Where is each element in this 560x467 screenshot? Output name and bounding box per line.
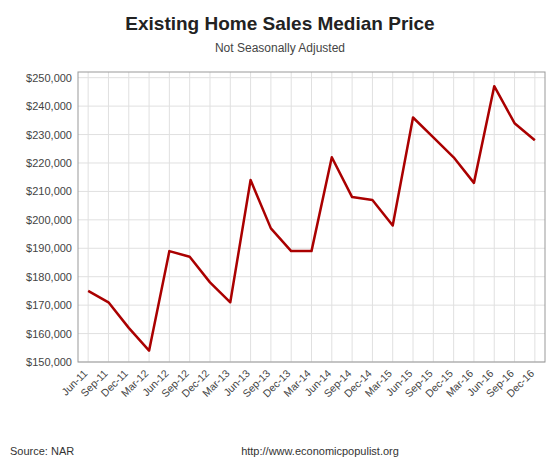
x-grid-line: [149, 72, 150, 362]
y-tick-label: $160,000: [26, 328, 72, 340]
source: Source: NAR: [10, 445, 74, 457]
x-grid-line: [128, 72, 129, 362]
y-tick-label: $230,000: [26, 129, 72, 141]
url: http://www.economicpopulist.org: [241, 445, 399, 457]
y-tick-label: $240,000: [26, 100, 72, 112]
x-grid-line: [433, 72, 434, 362]
y-tick-label: $180,000: [26, 271, 72, 283]
y-tick-label: $250,000: [26, 72, 72, 84]
x-grid-line: [291, 72, 292, 362]
x-grid-line: [230, 72, 231, 362]
x-grid-line: [534, 72, 535, 362]
x-grid-line: [514, 72, 515, 362]
x-grid-line: [331, 72, 332, 362]
x-grid-line: [88, 72, 89, 362]
y-tick-label: $150,000: [26, 356, 72, 368]
plot-area: [88, 86, 535, 350]
x-grid-line: [189, 72, 190, 362]
x-grid-line: [413, 72, 414, 362]
y-tick-label: $200,000: [26, 214, 72, 226]
title: Existing Home Sales Median Price: [125, 13, 434, 34]
x-grid-line: [209, 72, 210, 362]
x-tick-label: Dec-16: [504, 367, 537, 400]
x-grid-line: [169, 72, 170, 362]
line: [88, 86, 535, 350]
subtitle: Not Seasonally Adjusted: [215, 41, 345, 55]
y-tick-label: $170,000: [26, 299, 72, 311]
x-grid-line: [352, 72, 353, 362]
x-grid-line: [453, 72, 454, 362]
chart: Existing Home Sales Median Price Not Seas…: [0, 0, 560, 467]
plot-frame: [78, 72, 545, 362]
y-tick-label: $210,000: [26, 185, 72, 197]
x-grid-line: [250, 72, 251, 362]
x-grid-line: [372, 72, 373, 362]
x-grid-line: [270, 72, 271, 362]
x-grid-line: [473, 72, 474, 362]
y-tick-label: $190,000: [26, 242, 72, 254]
y-tick-label: $220,000: [26, 157, 72, 169]
x-grid-line: [494, 72, 495, 362]
x-grid-line: [311, 72, 312, 362]
x-grid-line: [108, 72, 109, 362]
grid: [78, 72, 545, 362]
